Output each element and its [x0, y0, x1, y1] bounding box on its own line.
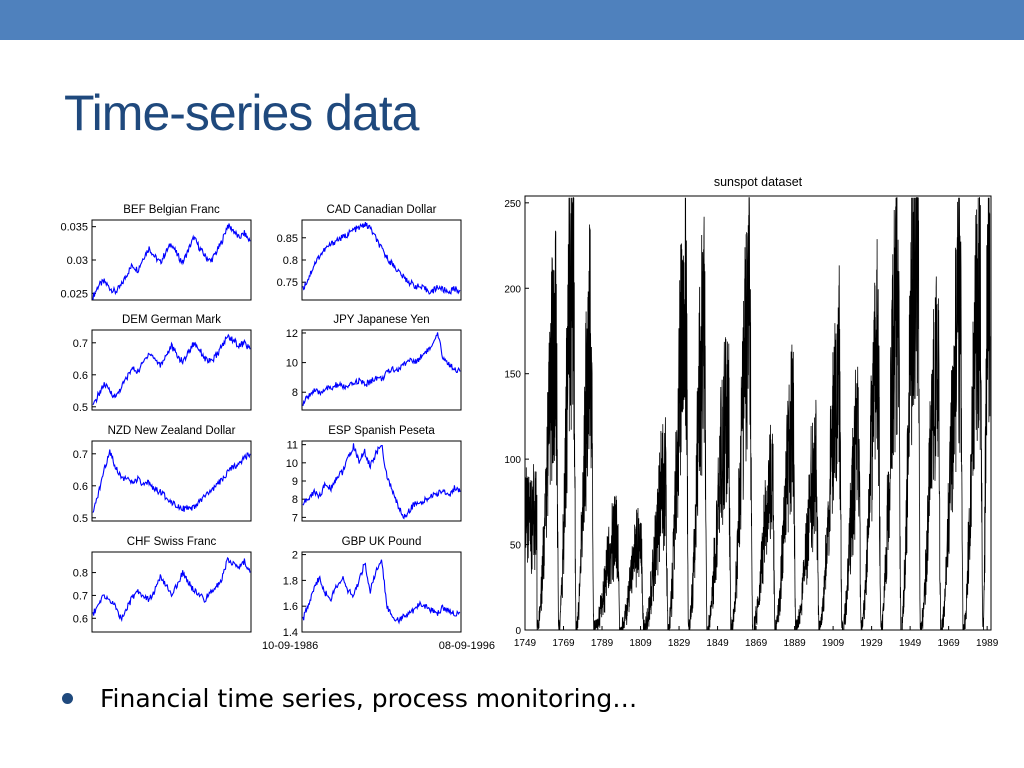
currency-panel-esp: ESP Spanish Peseta 7 8 9 10 11	[286, 425, 462, 524]
panel-frame	[91, 219, 252, 301]
y-tick-label: 7	[292, 512, 298, 524]
series-line	[92, 449, 251, 513]
y-tick-label: 50	[510, 541, 522, 552]
y-tick-label: 0.025	[60, 288, 88, 300]
y-tick-label: 0.75	[277, 277, 298, 289]
x-tick-label: 1789	[591, 638, 614, 649]
y-tick-label: 0.7	[73, 338, 88, 350]
series-line	[92, 556, 251, 623]
y-tick-label: 1.4	[283, 627, 298, 639]
x-tick-label: 1769	[552, 638, 575, 649]
y-tick-label: 8	[292, 494, 298, 506]
charts-figure: BEF Belgian Franc 0.025 0.03 0.035 CAD Canad…	[60, 175, 998, 652]
chart-title: sunspot dataset	[714, 175, 803, 189]
panel-frame	[91, 329, 252, 411]
panel-title: ESP Spanish Peseta	[328, 425, 435, 437]
x-tick-label: 1889	[783, 638, 806, 649]
panel-title: CHF Swiss Franc	[127, 536, 217, 548]
x-tick-label: 1929	[860, 638, 883, 649]
currency-panel-dem: DEM German Mark 0.5 0.6 0.7	[73, 314, 252, 414]
x-tick-label: 1909	[822, 638, 845, 649]
x-tick-label: 1829	[668, 638, 691, 649]
y-tick-label: 8	[292, 387, 298, 399]
x-start-label: 10-09-1986	[262, 640, 318, 652]
panel-title: JPY Japanese Yen	[333, 314, 429, 326]
x-tick-label: 1749	[514, 638, 537, 649]
y-tick-label: 0.6	[73, 481, 88, 493]
y-tick-label: 100	[504, 455, 521, 466]
currency-panel-cad: CAD Canadian Dollar 0.75 0.8 0.85	[277, 204, 462, 301]
sunspot-line	[524, 197, 991, 631]
y-tick-label: 12	[286, 328, 298, 340]
y-tick-label: 0.5	[73, 513, 88, 525]
panel-frame	[301, 440, 462, 522]
plot-frame	[524, 195, 992, 631]
panel-title: BEF Belgian Franc	[123, 204, 220, 216]
slide-top-bar	[0, 0, 1024, 40]
panel-frame	[301, 219, 462, 301]
y-tick-label: 0.7	[73, 590, 88, 602]
series-line	[92, 333, 251, 406]
panel-title: NZD New Zealand Dollar	[108, 425, 236, 437]
y-tick-label: 0.8	[283, 255, 298, 267]
y-tick-label: 0.85	[277, 233, 298, 245]
y-tick-label: 2	[292, 550, 298, 562]
bullet-text: Financial time series, process monitorin…	[100, 683, 638, 713]
series-line	[302, 559, 461, 625]
series-line	[302, 443, 461, 520]
currency-panel-jpy: JPY Japanese Yen 8 10 12	[286, 314, 462, 411]
currency-panel-gbp: GBP UK Pound 1.4 1.6 1.8 2 10-09-1986 08-09-19…	[262, 536, 495, 652]
panel-frame	[91, 440, 252, 522]
panel-frame	[301, 329, 462, 411]
y-tick-label: 1.8	[283, 575, 298, 587]
y-tick-label: 250	[504, 199, 521, 210]
bullet-dot-icon	[62, 692, 73, 704]
x-end-label: 08-09-1996	[439, 640, 495, 652]
currency-panel-bef: BEF Belgian Franc 0.025 0.03 0.035	[60, 204, 252, 301]
currency-panel-nzd: NZD New Zealand Dollar 0.5 0.6 0.7	[73, 425, 252, 525]
y-tick-label: 1.6	[283, 601, 298, 613]
panel-frame	[301, 551, 462, 633]
y-tick-label: 10	[286, 458, 298, 470]
y-tick-label: 200	[504, 284, 521, 295]
x-tick-label: 1949	[899, 638, 922, 649]
y-tick-label: 0.035	[60, 222, 88, 234]
y-tick-label: 10	[286, 358, 298, 370]
bullet-item: Financial time series, process monitorin…	[62, 678, 637, 718]
y-tick-label: 0	[515, 626, 521, 637]
y-tick-label: 0.03	[67, 255, 88, 267]
panel-frame	[91, 551, 252, 633]
y-tick-label: 150	[504, 370, 521, 381]
y-tick-label: 0.6	[73, 613, 88, 625]
x-tick-label: 1869	[745, 638, 768, 649]
series-line	[302, 222, 461, 295]
y-tick-label: 0.7	[73, 449, 88, 461]
slide-title: Time-series data	[64, 85, 419, 141]
y-tick-label: 0.8	[73, 568, 88, 580]
panel-title: CAD Canadian Dollar	[327, 204, 437, 216]
series-line	[302, 332, 461, 406]
y-tick-label: 0.6	[73, 370, 88, 382]
currency-panel-chf: CHF Swiss Franc 0.6 0.7 0.8	[73, 536, 252, 633]
x-tick-label: 1969	[938, 638, 961, 649]
series-line	[92, 223, 251, 300]
y-tick-label: 0.5	[73, 402, 88, 414]
panel-title: GBP UK Pound	[342, 536, 422, 548]
y-tick-label: 11	[287, 440, 298, 452]
x-tick-label: 1989	[976, 638, 999, 649]
x-tick-label: 1849	[706, 638, 729, 649]
x-tick-label: 1809	[629, 638, 652, 649]
sunspot-chart: sunspot dataset 0 50 100 150 200 250 1749 1769 17…	[504, 175, 998, 649]
y-tick-label: 9	[292, 476, 298, 488]
panel-title: DEM German Mark	[122, 314, 221, 326]
